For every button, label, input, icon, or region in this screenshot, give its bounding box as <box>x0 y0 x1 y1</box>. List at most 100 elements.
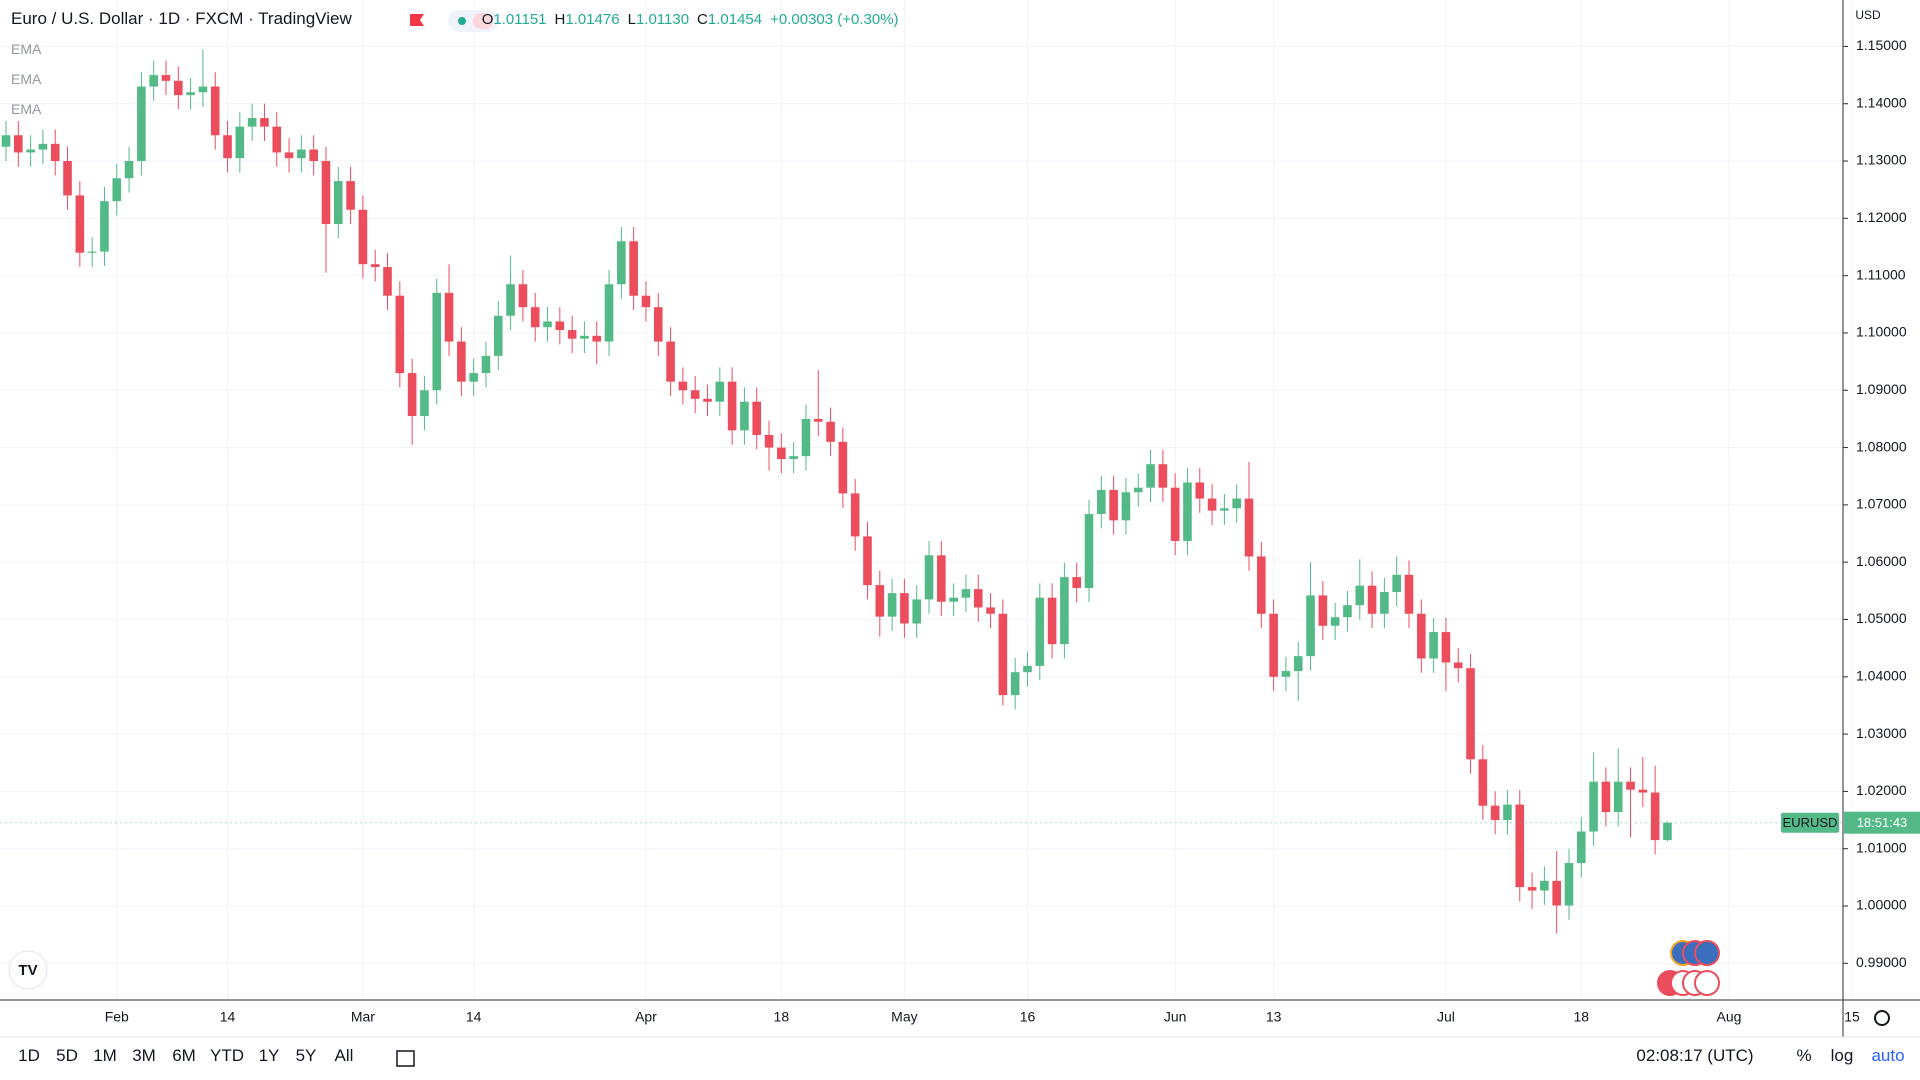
candle-body <box>272 126 282 153</box>
ohlc-item: L1.01130 <box>628 11 689 28</box>
candle-body <box>1490 805 1500 821</box>
candle-body <box>592 335 602 342</box>
candle-body <box>297 149 306 159</box>
symbol-title[interactable]: Euro / U.S. Dollar · 1D · FXCM · Trading… <box>11 9 352 28</box>
candle-body <box>1060 577 1069 645</box>
candle-body <box>1392 574 1401 592</box>
candle-body <box>87 251 97 253</box>
candle-body <box>1170 487 1180 541</box>
log-toggle[interactable]: log <box>1830 1046 1854 1065</box>
header: Euro / U.S. Dollar · 1D · FXCM · Trading… <box>11 9 899 29</box>
candle-body <box>407 373 417 417</box>
candle-body <box>801 418 811 457</box>
candle-body <box>937 555 946 602</box>
ohlc-legend: O1.01151 H1.01476 L1.01130 C1.01454 +0.00303… <box>482 11 899 28</box>
candle-body <box>653 307 663 342</box>
candle-body <box>1195 482 1205 499</box>
event-flags[interactable] <box>1657 940 1720 996</box>
range-button[interactable]: 1D <box>18 1046 40 1065</box>
candle-body <box>986 607 995 614</box>
candle-body <box>961 589 971 598</box>
market-status-pill[interactable] <box>448 10 498 32</box>
candle-body <box>912 599 922 624</box>
candle-body <box>666 341 675 382</box>
auto-toggle[interactable]: auto <box>1871 1046 1905 1065</box>
indicator-label[interactable]: EMA <box>11 71 42 87</box>
candle-body <box>1404 574 1414 614</box>
y-tick-label: 1.13000 <box>1856 152 1907 168</box>
ohlc-item: C1.01454 <box>697 11 762 28</box>
candle-body <box>1576 831 1586 864</box>
y-tick-label: 1.07000 <box>1856 496 1907 512</box>
candle-body <box>1244 498 1254 557</box>
svg-text:TV: TV <box>18 962 37 979</box>
candle-body <box>1047 597 1057 645</box>
indicator-label[interactable]: EMA <box>11 101 42 117</box>
x-tick-label: 14 <box>466 1009 482 1025</box>
candle-body <box>444 292 454 342</box>
candle-body <box>1367 585 1377 614</box>
ohlc-label: H <box>554 10 566 28</box>
range-button[interactable]: YTD <box>210 1046 244 1065</box>
range-button[interactable]: 3M <box>132 1046 156 1065</box>
candle-body <box>555 321 565 331</box>
range-button[interactable]: 1Y <box>258 1046 280 1065</box>
x-tick-label: 18 <box>1574 1009 1590 1025</box>
candle-body <box>1441 632 1451 663</box>
candle-body <box>1650 792 1660 841</box>
candle-body <box>1010 672 1020 696</box>
candle-body <box>309 149 318 162</box>
candle-body <box>875 585 885 617</box>
candle-body <box>100 201 109 252</box>
date-range-icon[interactable] <box>396 1050 415 1067</box>
y-tick-label: 1.14000 <box>1856 94 1907 110</box>
ohlc-item: H1.01476 <box>555 11 620 28</box>
settings-gear[interactable] <box>1874 1010 1890 1026</box>
percent-toggle[interactable]: % <box>1796 1046 1812 1065</box>
candle-body <box>1429 632 1438 659</box>
candle-body <box>1663 822 1672 841</box>
candle-body <box>346 181 355 210</box>
candle-body <box>210 86 220 136</box>
range-button[interactable]: 1M <box>93 1046 117 1065</box>
y-tick-label: 1.06000 <box>1856 553 1907 569</box>
candle-body <box>1466 668 1475 760</box>
countdown: 18:51:43 <box>1857 815 1908 830</box>
candle-body <box>727 381 737 431</box>
candle-body <box>1343 605 1352 618</box>
x-tick-label: 15 <box>1844 1009 1860 1025</box>
ohlc-item: O1.01151 <box>482 11 547 28</box>
candle-body <box>1318 595 1328 626</box>
candle-body <box>998 613 1008 696</box>
alert-flag[interactable] <box>410 14 424 26</box>
candle-body <box>1097 489 1106 515</box>
candle-body <box>26 149 35 153</box>
candle-body <box>1158 464 1168 488</box>
x-tick-label: Aug <box>1717 1009 1742 1025</box>
candle-body <box>777 447 786 460</box>
range-button[interactable]: 6M <box>172 1046 196 1065</box>
candle-body <box>1281 671 1291 677</box>
candle-body <box>358 209 368 265</box>
candle-body <box>14 135 23 153</box>
candle-body <box>604 284 614 342</box>
range-button[interactable]: All <box>334 1046 354 1065</box>
clock[interactable]: 02:08:17 (UTC) <box>1636 1046 1754 1065</box>
tv-logo[interactable]: TV <box>8 950 48 990</box>
range-button[interactable]: 5D <box>56 1046 78 1065</box>
y-tick-label: 1.12000 <box>1856 209 1907 225</box>
candle-body <box>850 493 860 537</box>
currency-label[interactable]: USD <box>1855 8 1881 22</box>
x-tick-label: 16 <box>1020 1009 1036 1025</box>
candle-body <box>1146 464 1155 488</box>
candle-body <box>617 241 626 285</box>
candle-body <box>1330 617 1340 626</box>
candle-body <box>580 335 589 339</box>
indicator-label[interactable]: EMA <box>11 41 42 57</box>
candle-body <box>1133 487 1143 493</box>
candle-body <box>247 118 257 127</box>
candle-body <box>1552 880 1561 906</box>
candle-body <box>1515 804 1525 888</box>
range-button[interactable]: 5Y <box>295 1046 317 1065</box>
